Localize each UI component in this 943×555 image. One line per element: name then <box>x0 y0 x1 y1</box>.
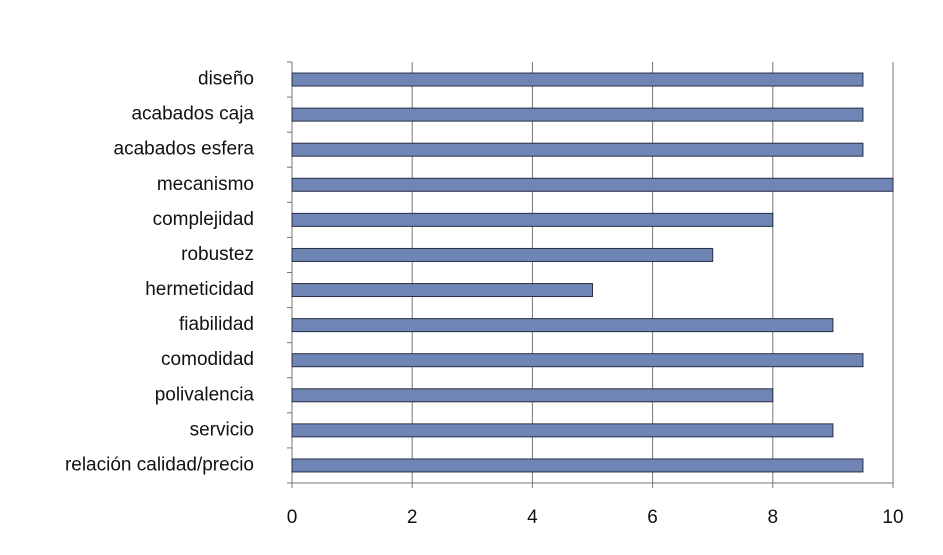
bar <box>291 423 834 438</box>
bar <box>291 142 864 157</box>
y-tick-label: robustez <box>181 244 254 265</box>
bar <box>291 72 864 87</box>
bar <box>291 107 864 122</box>
y-tick-label: acabados caja <box>131 104 254 125</box>
x-tick-label: 2 <box>407 507 418 528</box>
bar <box>291 212 774 227</box>
x-tick-label: 0 <box>287 507 298 528</box>
y-tick-label: mecanismo <box>157 174 254 195</box>
y-tick-label: fiabilidad <box>179 314 254 335</box>
bar <box>291 247 714 262</box>
bar <box>291 177 894 192</box>
y-tick-label: diseño <box>198 69 254 90</box>
y-tick-label: relación calidad/precio <box>65 454 254 475</box>
bar <box>291 318 834 333</box>
x-tick-label: 8 <box>768 507 779 528</box>
bar <box>291 388 774 403</box>
bar <box>291 283 593 298</box>
y-tick-label: servicio <box>190 419 254 440</box>
bar <box>291 458 864 473</box>
y-tick-label: hermeticidad <box>145 279 254 300</box>
y-tick-label: polivalencia <box>155 384 255 405</box>
y-tick-label: acabados esfera <box>114 139 255 160</box>
x-tick-label: 10 <box>882 507 903 528</box>
y-tick-label: comodidad <box>161 349 254 370</box>
y-tick-label: complejidad <box>153 209 254 230</box>
x-tick-label: 6 <box>647 507 658 528</box>
bar <box>291 353 864 368</box>
x-tick-label: 4 <box>527 507 538 528</box>
